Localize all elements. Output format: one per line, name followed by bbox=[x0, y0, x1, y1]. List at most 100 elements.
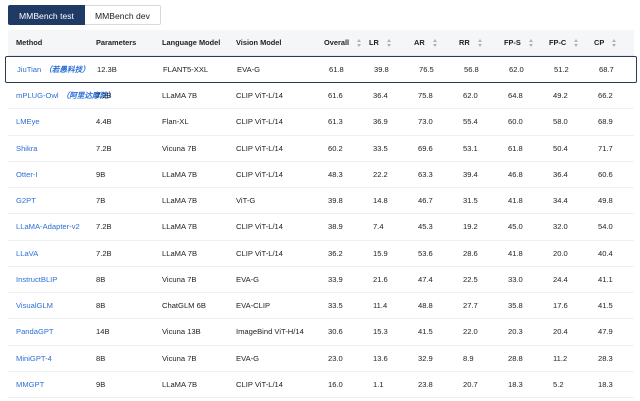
method-cell: JiuTian （若愚科技） bbox=[9, 64, 97, 75]
language-model-cell: LLaMA 7B bbox=[162, 91, 198, 101]
leaderboard-table: Method Parameters Language Model Vision … bbox=[5, 30, 637, 398]
rr-cell: 8.9 bbox=[463, 353, 474, 363]
overall-cell: 33.5 bbox=[328, 301, 343, 311]
header-cp[interactable]: CP bbox=[594, 38, 632, 47]
ar-cell: 47.4 bbox=[418, 274, 433, 284]
overall-cell: 48.3 bbox=[328, 169, 343, 179]
sort-icon[interactable] bbox=[574, 38, 579, 47]
table-row: JiuTian （若愚科技） 12.3B FLANT5-XXL EVA-G 61.8 39.… bbox=[5, 56, 637, 83]
lr-cell: 21.6 bbox=[373, 274, 388, 284]
cp-cell: 68.9 bbox=[598, 117, 613, 127]
fps-cell: 45.0 bbox=[508, 222, 523, 232]
sort-icon[interactable] bbox=[357, 38, 362, 47]
method-link[interactable]: G2PT bbox=[16, 196, 36, 206]
method-link[interactable]: LLaVA bbox=[16, 248, 39, 258]
method-link[interactable]: VisualGLM bbox=[16, 301, 54, 311]
language-model-cell: Vicuna 7B bbox=[162, 353, 197, 363]
parameters-cell: 7.2B bbox=[96, 222, 112, 232]
sort-icon[interactable] bbox=[528, 38, 534, 47]
fps-cell: 46.8 bbox=[508, 169, 523, 179]
parameters-cell: 7.2B bbox=[96, 91, 112, 101]
sort-icon[interactable] bbox=[386, 38, 392, 47]
overall-cell: 16.0 bbox=[328, 379, 343, 389]
method-link[interactable]: LMEye bbox=[16, 117, 40, 127]
lr-cell: 36.9 bbox=[373, 117, 388, 127]
lr-cell: 7.4 bbox=[373, 222, 384, 232]
ar-cell: 53.6 bbox=[418, 248, 433, 258]
sort-icon[interactable] bbox=[432, 38, 438, 47]
fps-cell: 28.8 bbox=[508, 353, 523, 363]
method-link[interactable]: PandaGPT bbox=[16, 327, 54, 337]
header-overall[interactable]: Overall bbox=[324, 38, 369, 47]
rr-cell: 28.6 bbox=[463, 248, 478, 258]
rr-cell: 27.7 bbox=[463, 301, 478, 311]
overall-cell: 61.8 bbox=[329, 65, 344, 74]
method-link[interactable]: MiniGPT-4 bbox=[16, 353, 52, 363]
method-link[interactable]: mPLUG-Owl bbox=[16, 91, 59, 101]
parameters-cell: 9B bbox=[96, 169, 106, 179]
method-cell: Otter-I bbox=[8, 170, 96, 179]
header-fp-c[interactable]: FP-C bbox=[549, 38, 594, 47]
cp-cell: 18.3 bbox=[598, 379, 613, 389]
method-link[interactable]: JiuTian bbox=[17, 65, 42, 74]
vision-model-cell: CLIP ViT-L/14 bbox=[236, 169, 283, 179]
method-cell: G2PT bbox=[8, 196, 96, 205]
lr-cell: 13.6 bbox=[373, 353, 388, 363]
method-link[interactable]: Shikra bbox=[16, 143, 38, 153]
ar-cell: 76.5 bbox=[419, 65, 434, 74]
fps-cell: 18.3 bbox=[508, 379, 523, 389]
language-model-cell: LLaMA 7B bbox=[162, 248, 198, 258]
method-link[interactable]: Otter-I bbox=[16, 169, 38, 179]
fpc-cell: 5.2 bbox=[553, 379, 564, 389]
ar-cell: 48.8 bbox=[418, 301, 433, 311]
rr-cell: 31.5 bbox=[463, 196, 478, 206]
parameters-cell: 4.4B bbox=[96, 117, 112, 127]
parameters-cell: 9B bbox=[96, 379, 106, 389]
ar-cell: 46.7 bbox=[418, 196, 433, 206]
rr-cell: 62.0 bbox=[463, 91, 478, 101]
tab-mmbench-test[interactable]: MMBench test bbox=[8, 5, 85, 25]
ar-cell: 69.6 bbox=[418, 143, 433, 153]
ar-cell: 32.9 bbox=[418, 353, 433, 363]
cp-cell: 49.8 bbox=[598, 196, 613, 206]
fpc-cell: 51.2 bbox=[554, 65, 569, 74]
header-language-model: Language Model bbox=[162, 38, 221, 47]
header-ar[interactable]: AR bbox=[414, 38, 459, 47]
overall-cell: 36.2 bbox=[328, 248, 343, 258]
fps-cell: 41.8 bbox=[508, 248, 523, 258]
vision-model-cell: CLIP ViT-L/14 bbox=[236, 248, 283, 258]
method-link[interactable]: LLaMA-Adapter-v2 bbox=[16, 222, 80, 232]
sort-icon[interactable] bbox=[477, 38, 483, 47]
method-link[interactable]: InstructBLIP bbox=[16, 274, 58, 284]
fps-cell: 33.0 bbox=[508, 274, 523, 284]
overall-cell: 61.3 bbox=[328, 117, 343, 127]
header-fp-s[interactable]: FP-S bbox=[504, 38, 549, 47]
lr-cell: 15.3 bbox=[373, 327, 388, 337]
rr-cell: 22.5 bbox=[463, 274, 478, 284]
language-model-cell: LLaMA 7B bbox=[162, 379, 198, 389]
cp-cell: 68.7 bbox=[599, 65, 614, 74]
language-model-cell: Vicuna 7B bbox=[162, 143, 197, 153]
method-cell: MiniGPT-4 bbox=[8, 354, 96, 363]
method-cell: InstructBLIP bbox=[8, 275, 96, 284]
vision-model-cell: CLIP ViT-L/14 bbox=[236, 91, 283, 101]
table-row: G2PT 7B LLaMA 7B ViT-G 39.8 14.8 46.7 31.5 41.8 3… bbox=[8, 188, 634, 215]
fpc-cell: 34.4 bbox=[553, 196, 568, 206]
fpc-cell: 36.4 bbox=[553, 169, 568, 179]
method-cell: PandaGPT bbox=[8, 327, 96, 336]
header-rr[interactable]: RR bbox=[459, 38, 504, 47]
header-lr[interactable]: LR bbox=[369, 38, 414, 47]
tab-mmbench-dev[interactable]: MMBench dev bbox=[84, 5, 161, 25]
language-model-cell: Vicuna 7B bbox=[162, 274, 197, 284]
method-cell: LMEye bbox=[8, 117, 96, 126]
fpc-cell: 20.4 bbox=[553, 327, 568, 337]
vision-model-cell: EVA-G bbox=[237, 65, 261, 74]
overall-cell: 30.6 bbox=[328, 327, 343, 337]
sort-icon[interactable] bbox=[612, 38, 617, 47]
method-cell: Shikra bbox=[8, 144, 96, 153]
cp-cell: 28.3 bbox=[598, 353, 613, 363]
method-link[interactable]: MMGPT bbox=[16, 379, 45, 389]
fpc-cell: 49.2 bbox=[553, 91, 568, 101]
rr-cell: 39.4 bbox=[463, 169, 478, 179]
vision-model-cell: CLIP ViT-L/14 bbox=[236, 379, 283, 389]
